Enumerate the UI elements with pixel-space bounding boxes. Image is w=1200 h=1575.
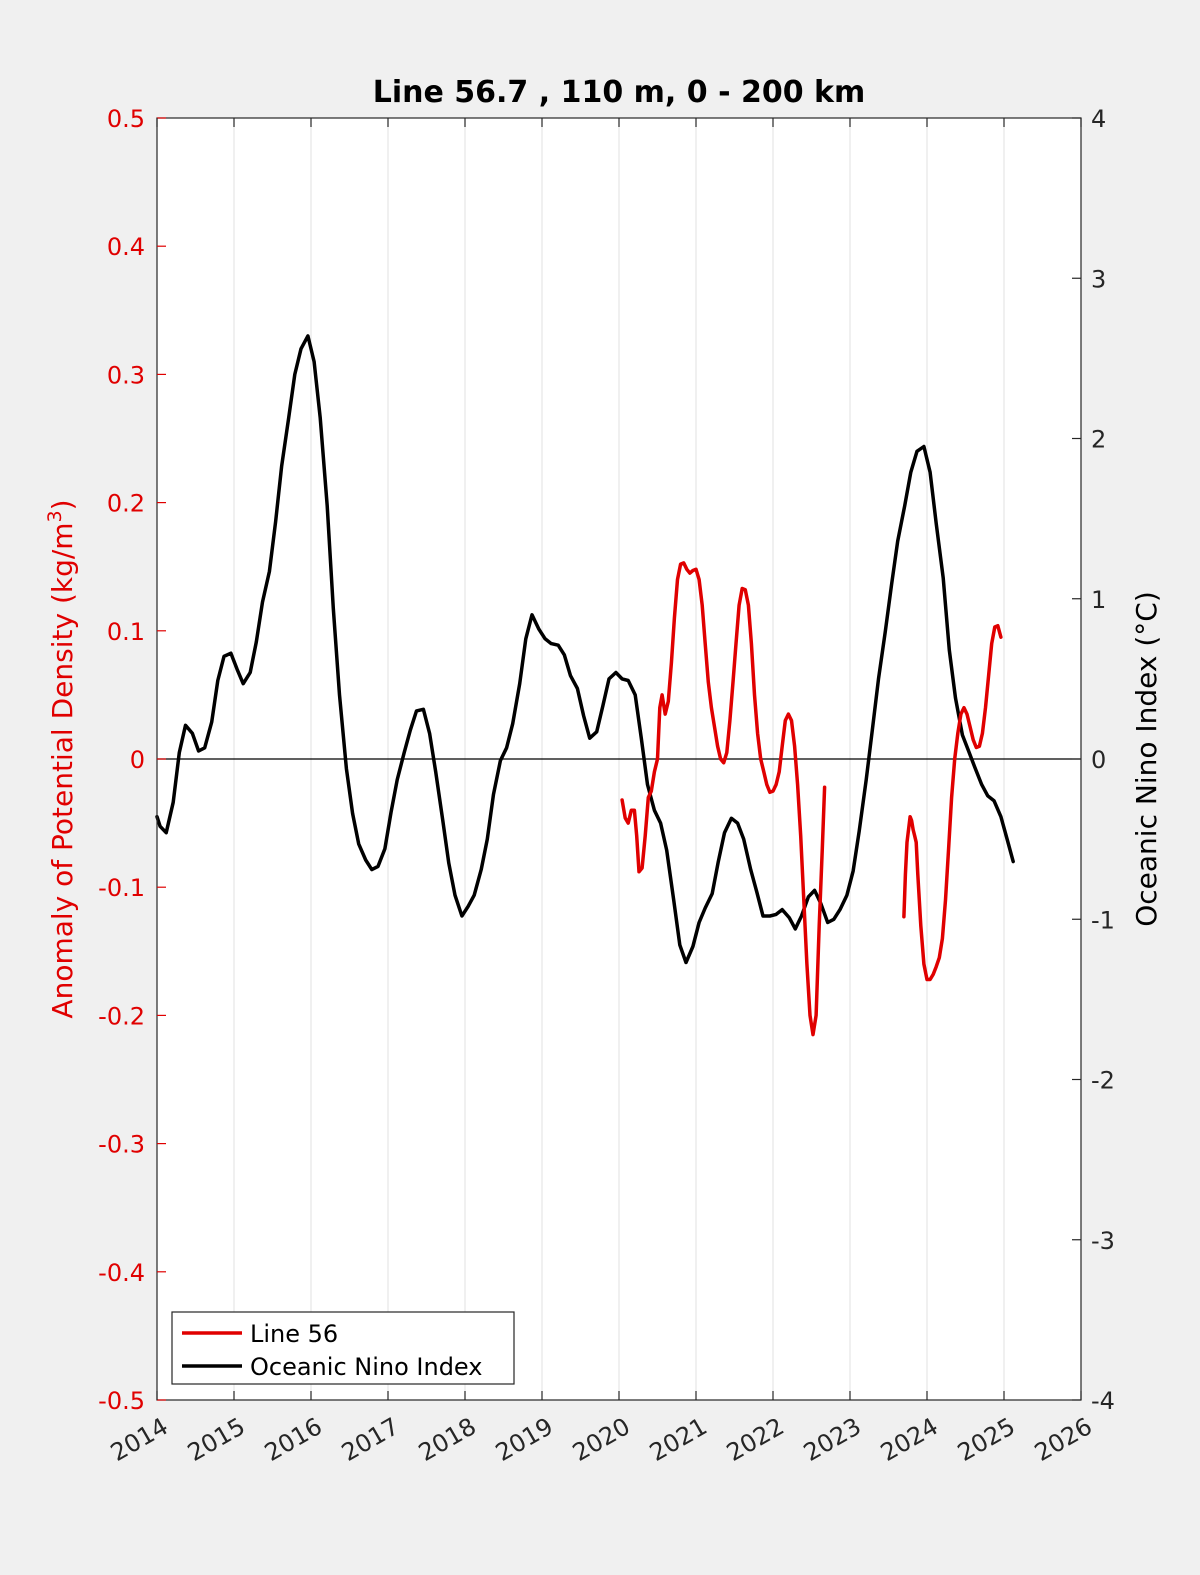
left-tick-label-5: 0 xyxy=(130,746,145,774)
right-tick-label-7: -3 xyxy=(1091,1227,1115,1255)
x-tick-label-2022: 2022 xyxy=(722,1412,789,1467)
right-tick-label-1: 3 xyxy=(1091,265,1106,293)
left-y-axis-label-text: Anomaly of Potential Density (kg/m xyxy=(46,522,79,1018)
x-tick-label-2026: 2026 xyxy=(1030,1412,1097,1467)
left-tick-label-6: -0.1 xyxy=(98,874,145,902)
right-tick-label-6: -2 xyxy=(1091,1067,1115,1095)
x-tick-label-2016: 2016 xyxy=(260,1412,327,1467)
right-tick-label-5: -1 xyxy=(1091,906,1115,934)
left-tick-label-0: 0.5 xyxy=(107,105,145,133)
x-tick-label-2019: 2019 xyxy=(491,1412,558,1467)
left-y-axis-label-superscript: 3 xyxy=(44,510,66,522)
left-tick-label-9: -0.4 xyxy=(98,1259,145,1287)
right-tick-label-3: 1 xyxy=(1091,586,1106,614)
right-tick-label-8: -4 xyxy=(1091,1387,1115,1415)
right-tick-label-2: 2 xyxy=(1091,426,1106,454)
left-tick-label-10: -0.5 xyxy=(98,1387,145,1415)
legend-label-line56: Line 56 xyxy=(250,1320,338,1348)
right-tick-label-0: 4 xyxy=(1091,105,1106,133)
chart-title: Line 56.7 , 110 m, 0 - 200 km xyxy=(373,75,866,110)
left-tick-label-7: -0.2 xyxy=(98,1002,145,1030)
x-tick-label-2024: 2024 xyxy=(876,1412,943,1467)
legend-label-oni: Oceanic Nino Index xyxy=(250,1353,482,1381)
x-tick-label-2018: 2018 xyxy=(414,1412,481,1467)
x-tick-label-2020: 2020 xyxy=(568,1412,635,1467)
series-layer xyxy=(155,334,1015,1037)
left-tick-label-8: -0.3 xyxy=(98,1131,145,1159)
left-tick-label-3: 0.2 xyxy=(107,490,145,518)
left-y-axis: 0.5 0.4 0.3 0.2 0.1 0 -0.1 -0.2 -0.3 -0.4 -0.5 xyxy=(98,105,166,1415)
x-tick-label-2023: 2023 xyxy=(799,1412,866,1467)
left-y-axis-label-suffix: ) xyxy=(46,499,79,510)
right-y-axis-label: Oceanic Nino Index (°C) xyxy=(1130,591,1163,927)
x-tick-label-2025: 2025 xyxy=(953,1412,1020,1467)
left-tick-label-2: 0.3 xyxy=(107,361,145,389)
oni-series-segment-0 xyxy=(155,334,1015,965)
right-tick-label-4: 0 xyxy=(1091,746,1106,774)
left-y-axis-label: Anomaly of Potential Density (kg/m3) xyxy=(44,499,79,1018)
x-tick-label-2015: 2015 xyxy=(183,1412,250,1467)
legend-box xyxy=(171,1311,515,1385)
left-tick-label-1: 0.4 xyxy=(107,233,145,261)
x-tick-label-2014: 2014 xyxy=(106,1412,173,1467)
line56-series-segment-0 xyxy=(620,561,827,1037)
x-tick-label-2021: 2021 xyxy=(645,1412,712,1467)
line56-series-segment-1 xyxy=(902,623,1003,982)
x-tick-label-2017: 2017 xyxy=(337,1412,404,1467)
legend: Line 56 Oceanic Nino Index xyxy=(171,1311,515,1385)
left-tick-label-4: 0.1 xyxy=(107,618,145,646)
right-y-axis: 4 3 2 1 0 -1 -2 -3 -4 xyxy=(1072,105,1115,1415)
